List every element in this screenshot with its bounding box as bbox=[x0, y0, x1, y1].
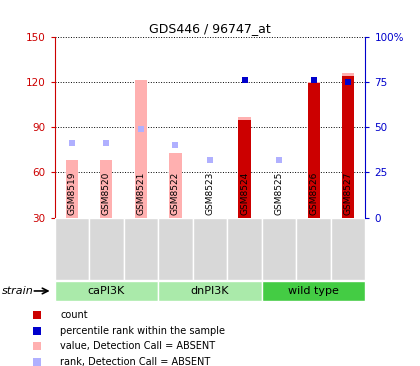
Text: GSM8520: GSM8520 bbox=[0, 365, 5, 366]
FancyBboxPatch shape bbox=[262, 218, 297, 280]
Bar bbox=[66, 160, 78, 218]
FancyBboxPatch shape bbox=[158, 218, 193, 280]
Text: dnPI3K: dnPI3K bbox=[191, 286, 229, 296]
Bar bbox=[100, 160, 113, 218]
FancyBboxPatch shape bbox=[123, 218, 158, 280]
Text: caPI3K: caPI3K bbox=[88, 286, 125, 296]
FancyBboxPatch shape bbox=[55, 218, 89, 280]
Bar bbox=[342, 76, 354, 218]
Bar bbox=[239, 120, 251, 218]
Text: GSM8525: GSM8525 bbox=[2, 365, 10, 366]
Text: GSM8522: GSM8522 bbox=[0, 365, 8, 366]
Text: strain: strain bbox=[2, 286, 34, 296]
Text: count: count bbox=[60, 310, 88, 320]
Text: GSM8527: GSM8527 bbox=[3, 365, 13, 366]
FancyBboxPatch shape bbox=[227, 218, 262, 280]
FancyBboxPatch shape bbox=[297, 218, 331, 280]
FancyBboxPatch shape bbox=[331, 218, 365, 280]
FancyBboxPatch shape bbox=[55, 281, 158, 301]
FancyBboxPatch shape bbox=[262, 281, 365, 301]
Text: GSM8526: GSM8526 bbox=[3, 365, 11, 366]
Text: GSM8519: GSM8519 bbox=[0, 365, 5, 366]
Text: percentile rank within the sample: percentile rank within the sample bbox=[60, 325, 225, 336]
Bar bbox=[169, 153, 181, 218]
Text: rank, Detection Call = ABSENT: rank, Detection Call = ABSENT bbox=[60, 356, 210, 366]
FancyBboxPatch shape bbox=[158, 281, 262, 301]
Text: GSM8524: GSM8524 bbox=[0, 365, 10, 366]
Bar bbox=[307, 83, 320, 218]
Bar bbox=[135, 81, 147, 218]
Text: wild type: wild type bbox=[288, 286, 339, 296]
FancyBboxPatch shape bbox=[193, 218, 227, 280]
Bar bbox=[239, 117, 251, 218]
Text: GSM8521: GSM8521 bbox=[0, 365, 6, 366]
Title: GDS446 / 96747_at: GDS446 / 96747_at bbox=[149, 22, 271, 36]
Text: value, Detection Call = ABSENT: value, Detection Call = ABSENT bbox=[60, 341, 215, 351]
FancyBboxPatch shape bbox=[89, 218, 123, 280]
Text: GSM8523: GSM8523 bbox=[0, 365, 8, 366]
Bar bbox=[342, 73, 354, 218]
Bar bbox=[307, 82, 320, 218]
